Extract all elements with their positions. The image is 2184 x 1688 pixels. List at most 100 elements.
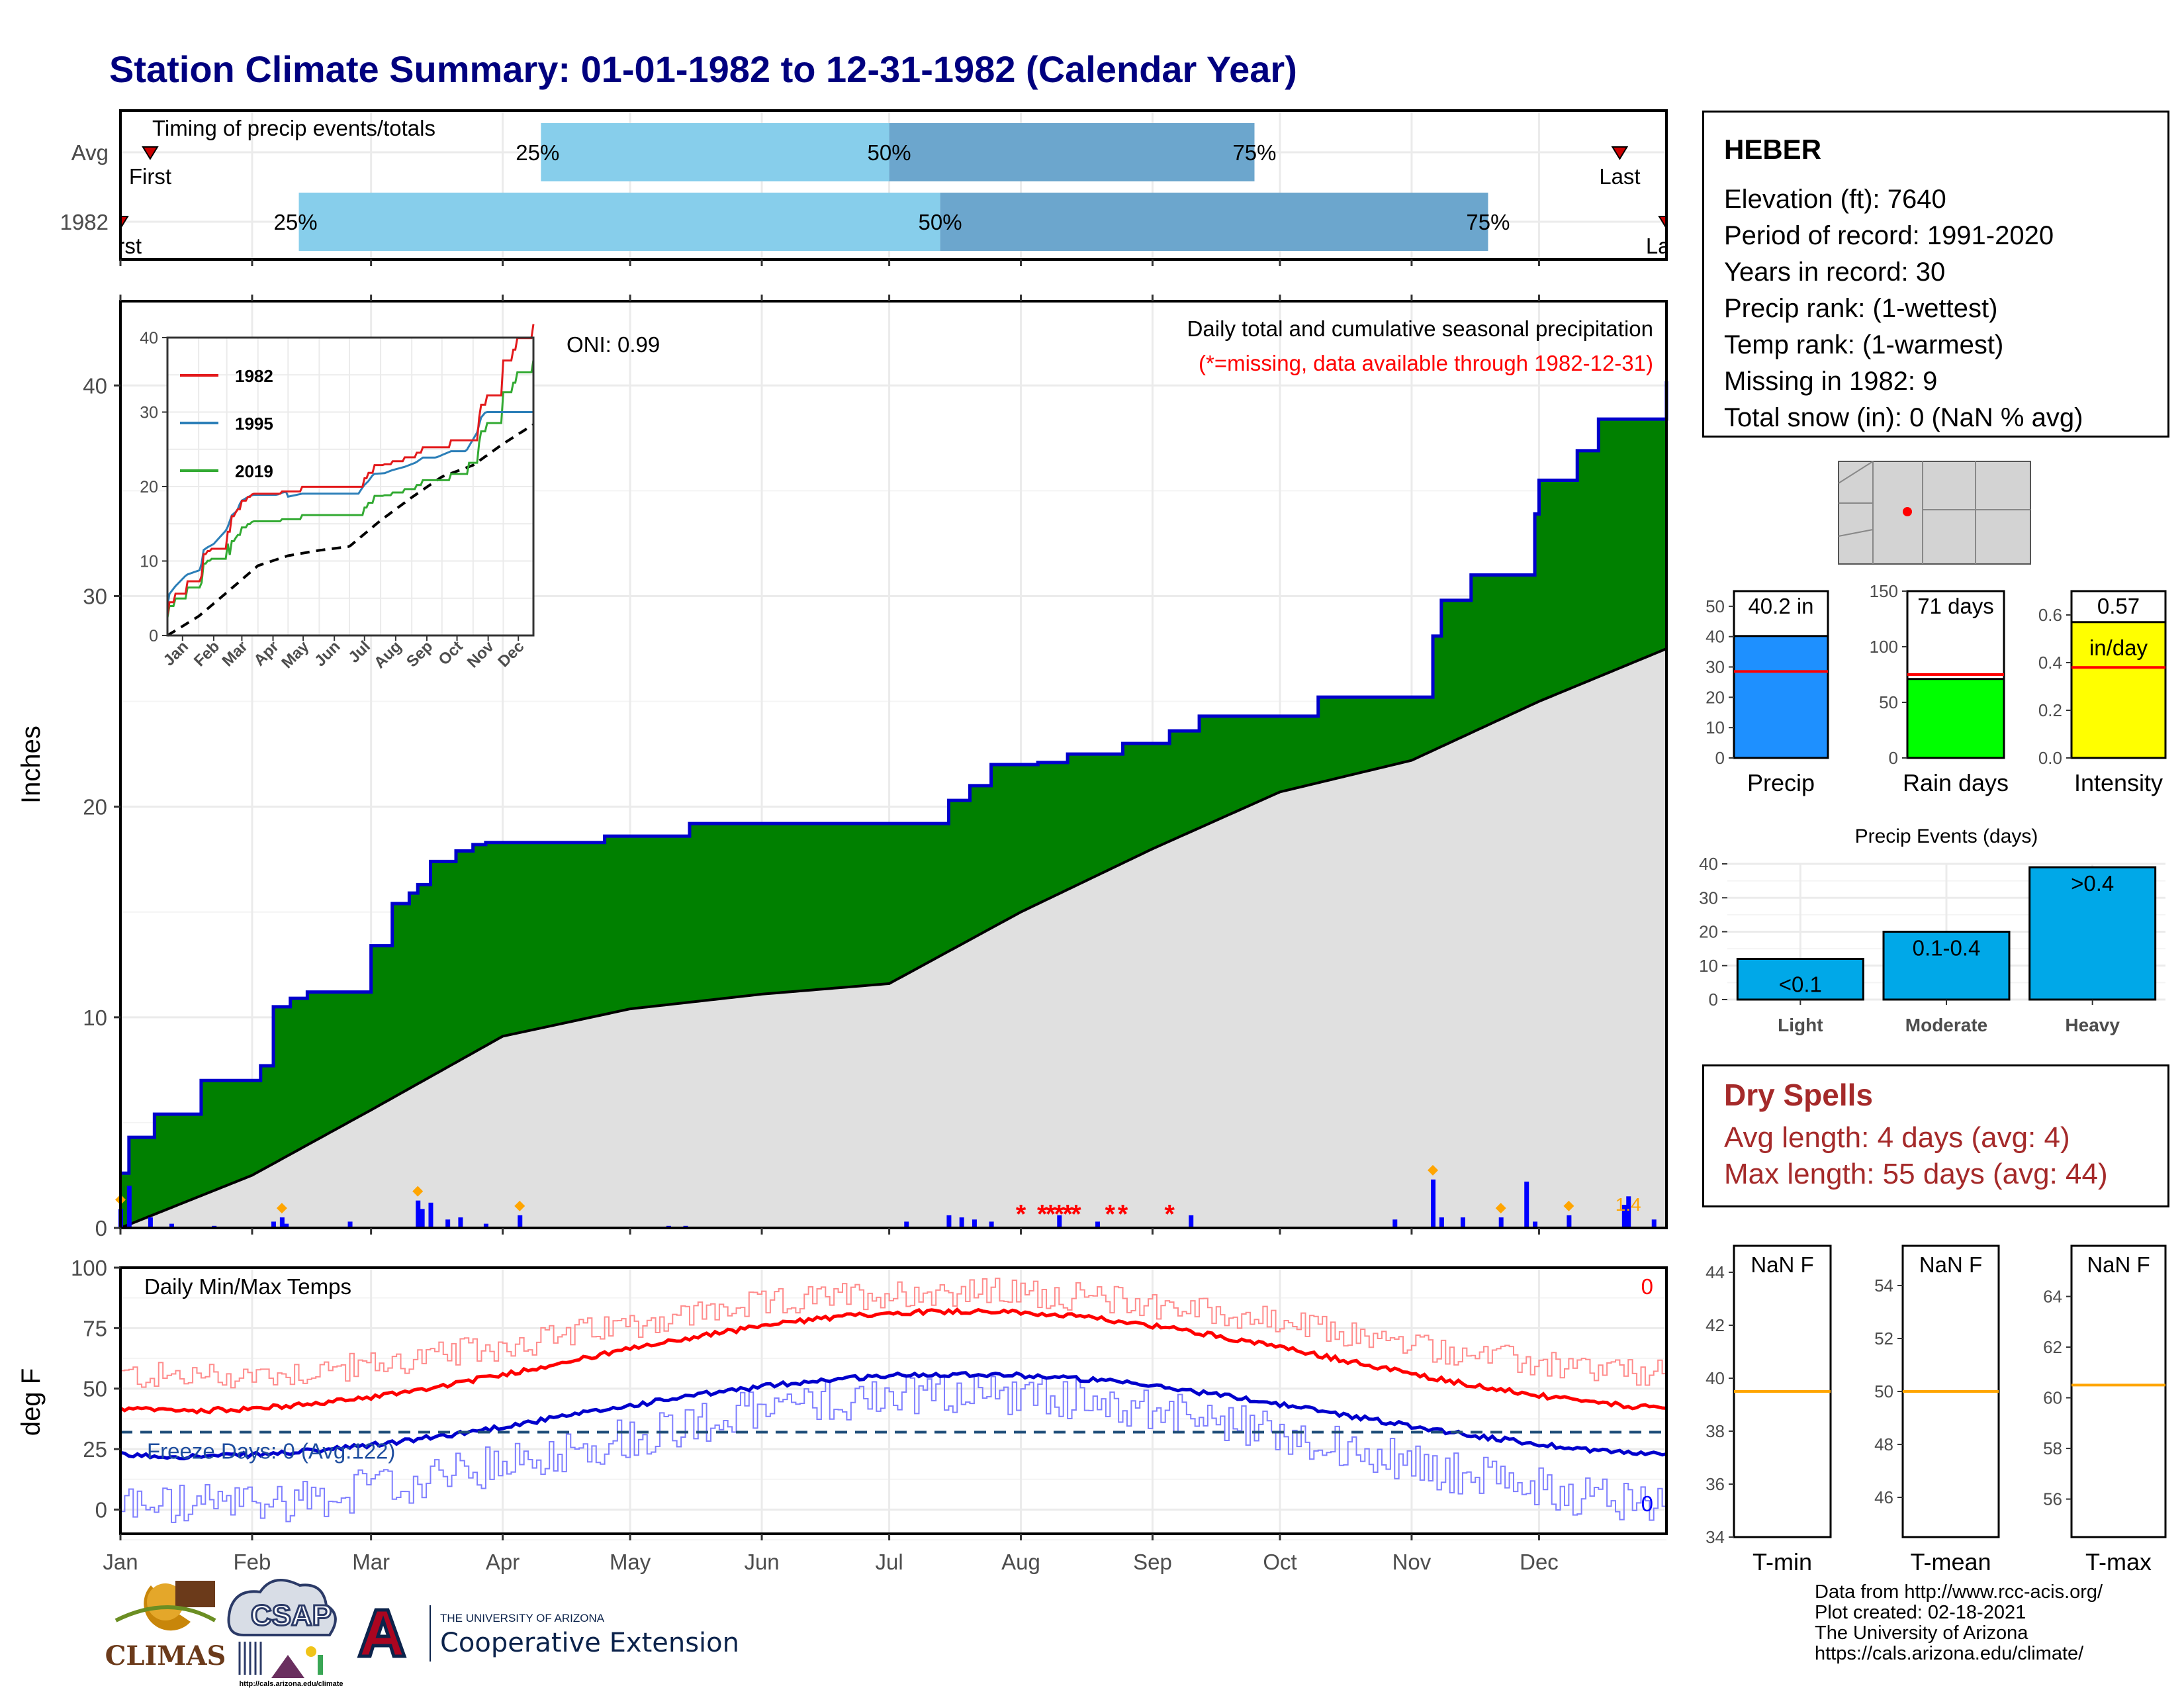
summary-ytick-label: 40: [1706, 627, 1725, 647]
summary-ytick-label: 0.4: [2038, 653, 2062, 673]
footer-university: The University of Arizona: [1815, 1622, 2028, 1644]
temp-summary-charts: 34 36 38 40 42 44 NaN F T-min 46 48 50 52 54 NaN F T-m…: [1706, 1244, 2167, 1575]
daily-precip-bar: [1431, 1179, 1436, 1228]
temp-summary-ytick-label: 64: [2043, 1287, 2062, 1307]
logos: CLIMAS CSAP http://cals.arizona.edu/climat…: [105, 1579, 739, 1688]
event-category-label: Light: [1778, 1015, 1823, 1035]
daily-precip-bar: [972, 1219, 977, 1228]
daily-precip-bar: [989, 1221, 994, 1228]
station-details: Elevation (ft): 7640 Period of record: 1…: [1724, 181, 2083, 436]
climas-logo-block: [175, 1581, 215, 1607]
missing-data-marker: *: [1062, 1200, 1073, 1229]
timing-row-label: Avg: [71, 140, 109, 165]
missing-data-marker: *: [1164, 1200, 1175, 1229]
quartile-label-50: 50%: [868, 140, 911, 165]
temp-summary-value: NaN F: [2087, 1252, 2150, 1277]
footer-created: Plot created: 02-18-2021: [1815, 1602, 2026, 1623]
climas-logo-arc: [114, 1605, 216, 1622]
station-location-marker: [1903, 507, 1912, 516]
csap-logo-mountain: [271, 1655, 304, 1678]
temp-frame: [119, 1266, 1668, 1535]
daily-precip-bar: [445, 1219, 451, 1228]
inset-ytick-label: 0: [149, 627, 158, 645]
inset-average-line: [166, 423, 535, 637]
ua-logo-a: [357, 1608, 407, 1658]
snow-total-label: 1.4: [1615, 1194, 1641, 1215]
temp-summary-ytick-label: 52: [1874, 1329, 1893, 1348]
snow-marker: [1428, 1164, 1439, 1176]
daily-tmin-line: [120, 1376, 1667, 1523]
summary-value-label: 40.2 in: [1748, 594, 1813, 618]
csap-logo-url: http://cals.arizona.edu/climate: [239, 1680, 343, 1688]
average-precip-area: [120, 649, 1666, 1228]
precip-frame: [119, 300, 1668, 1229]
event-category-label: Moderate: [1905, 1015, 1987, 1035]
summary-ytick-label: 50: [1879, 692, 1898, 712]
month-label: Oct: [1263, 1550, 1297, 1574]
temp-summary-ytick-label: 56: [2043, 1489, 2062, 1509]
event-category-label: Heavy: [2065, 1015, 2120, 1035]
summary-ytick-label: 0.0: [2038, 748, 2062, 768]
summary-ytick-label: 0.2: [2038, 700, 2062, 720]
csap-logo-text: CSAP: [251, 1599, 332, 1632]
month-label: Jun: [744, 1550, 779, 1574]
temp-summary-label: T-mean: [1910, 1548, 1991, 1575]
events-ytick-label: 10: [1699, 956, 1718, 976]
inset-ytick-label: 40: [140, 329, 158, 348]
month-label: Apr: [486, 1550, 520, 1574]
temp-panel: Freeze Days: 0 (Avg:122) Daily Min/Max Te…: [17, 1256, 1668, 1574]
temp-ytick-label: 25: [83, 1437, 107, 1462]
temp-summary-ytick-label: 42: [1706, 1315, 1725, 1335]
snow-marker: [412, 1186, 424, 1197]
daily-precip-bar: [279, 1217, 285, 1228]
dry-spells-box: Dry Spells Avg length: 4 days (avg: 4) M…: [1702, 1064, 2169, 1207]
timing-row-label: 1982: [60, 210, 109, 234]
daily-precip-bar: [1057, 1215, 1062, 1228]
temp-summary-label: T-min: [1752, 1548, 1812, 1575]
cumulative-precip-line: [120, 381, 1668, 1175]
station-years: Years in record: 30: [1724, 258, 1946, 287]
daily-precip-bar: [416, 1200, 421, 1228]
daily-tmax-line: [120, 1278, 1667, 1389]
station-temp-rank: Temp rank: (1-warmest): [1724, 330, 2004, 359]
daily-precip-bar: [458, 1217, 463, 1228]
quartile-bar-50-75: [940, 193, 1488, 251]
station-elevation: Elevation (ft): 7640: [1724, 185, 1946, 214]
events-ytick-label: 0: [1709, 990, 1718, 1009]
map-background: [1838, 461, 2031, 565]
inset-legend-label: 1995: [235, 414, 273, 434]
quartile-label-75: 75%: [1466, 210, 1510, 234]
missing-data-marker: *: [1105, 1200, 1116, 1229]
dry-spells-max: Max length: 55 days (avg: 44): [1724, 1158, 2108, 1190]
clip-left: [101, 111, 120, 262]
average-tmax-line: [119, 1307, 1667, 1415]
temp-summary-ytick-label: 46: [1874, 1487, 1893, 1507]
daily-precip-bar: [959, 1217, 964, 1228]
inset-ytick-label: 20: [140, 478, 158, 496]
dry-spells-details: Avg length: 4 days (avg: 4) Max length: …: [1724, 1119, 2108, 1192]
daily-precip-bar: [1567, 1215, 1572, 1228]
summary-ytick-label: 20: [1706, 687, 1725, 707]
missing-data-marker: *: [1118, 1200, 1128, 1229]
summary-bars: 0 10 20 30 40 50 40.2 in Precip 0 50 100 150 71 days…: [1706, 581, 2167, 796]
summary-ytick-label: 10: [1706, 718, 1725, 737]
daily-precip-bar: [483, 1223, 488, 1228]
station-total-snow: Total snow (in): 0 (NaN % avg): [1724, 403, 2083, 432]
dry-spells-avg: Avg length: 4 days (avg: 4): [1724, 1121, 2070, 1154]
daily-precip-bar: [148, 1217, 153, 1228]
temp-summary-ytick-label: 62: [2043, 1337, 2062, 1357]
temp-summary-frame: [2070, 1244, 2167, 1538]
map-state-borders: [1838, 461, 1874, 484]
temp-summary-ytick-label: 48: [1874, 1434, 1893, 1454]
quartile-bar-50-75: [889, 123, 1255, 181]
temp-summary-ytick-label: 60: [2043, 1388, 2062, 1408]
daily-precip-bar: [1621, 1205, 1627, 1228]
map-state-borders: [1838, 461, 2030, 564]
footer-url: https://cals.arizona.edu/climate/: [1815, 1643, 2084, 1664]
tmin-count-label: 0: [1641, 1491, 1653, 1516]
dry-spells-title: Dry Spells: [1724, 1078, 1873, 1112]
temp-summary-ytick-label: 36: [1706, 1474, 1725, 1494]
daily-precip-bar: [169, 1223, 175, 1228]
climas-logo-text: CLIMAS: [105, 1640, 226, 1671]
